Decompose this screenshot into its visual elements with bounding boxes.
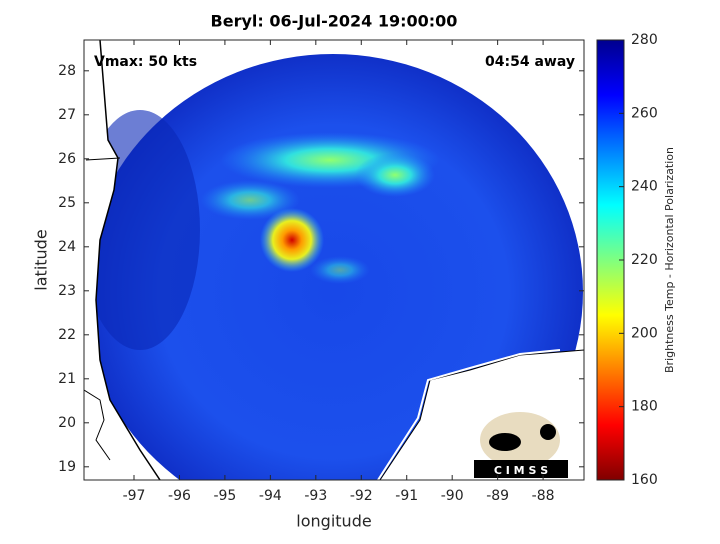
logo-tower bbox=[540, 424, 556, 440]
land bbox=[84, 90, 160, 480]
x-tick-label: -96 bbox=[168, 488, 191, 504]
colorbar-tick-label: 160 bbox=[631, 472, 658, 488]
y-tick-label: 22 bbox=[58, 327, 76, 343]
colorbar-tick-label: 240 bbox=[631, 179, 658, 195]
annotation: Vmax: 50 kts bbox=[94, 54, 197, 70]
rainband bbox=[355, 153, 435, 197]
y-tick-label: 26 bbox=[58, 151, 76, 167]
colorbar-label: Brightness Temp - Horizontal Polarizatio… bbox=[663, 147, 676, 373]
y-tick-label: 24 bbox=[58, 239, 76, 255]
satellite-image: C I M S S bbox=[84, 40, 584, 480]
colorbar-tick-label: 260 bbox=[631, 105, 658, 121]
logo-dish bbox=[489, 433, 521, 451]
y-tick-label: 28 bbox=[58, 63, 76, 79]
colorbar-tick-label: 220 bbox=[631, 252, 658, 268]
annotation: 04:54 away bbox=[485, 54, 575, 70]
x-tick-label: -93 bbox=[304, 488, 327, 504]
eyewall bbox=[260, 208, 324, 272]
plot-frame bbox=[83, 39, 585, 481]
colorbar-tick-label: 180 bbox=[631, 399, 658, 415]
y-tick-label: 23 bbox=[58, 283, 76, 299]
rainband bbox=[310, 256, 370, 284]
y-axis-label: latitude bbox=[32, 229, 51, 290]
x-tick-label: -90 bbox=[441, 488, 464, 504]
rainband bbox=[200, 180, 300, 220]
y-tick-label: 20 bbox=[58, 415, 76, 431]
coastline bbox=[377, 349, 561, 480]
x-tick-label: -94 bbox=[259, 488, 282, 504]
colorbar-tick-label: 200 bbox=[631, 325, 658, 341]
y-tick-label: 25 bbox=[58, 195, 76, 211]
x-axis-label: longitude bbox=[296, 512, 371, 531]
logo-band bbox=[474, 460, 568, 478]
logo-text: C I M S S bbox=[494, 464, 548, 477]
chart-title: Beryl: 06-Jul-2024 19:00:00 bbox=[211, 12, 458, 31]
x-tick-label: -95 bbox=[213, 488, 236, 504]
y-tick-label: 21 bbox=[58, 371, 76, 387]
colorbar-tick-label: 280 bbox=[631, 32, 658, 48]
x-tick-label: -88 bbox=[532, 488, 555, 504]
y-tick-label: 27 bbox=[58, 107, 76, 123]
x-tick-label: -97 bbox=[123, 488, 146, 504]
x-tick-label: -89 bbox=[486, 488, 509, 504]
x-tick-label: -91 bbox=[395, 488, 418, 504]
x-tick-label: -92 bbox=[350, 488, 373, 504]
logo: C I M S S bbox=[474, 412, 568, 478]
coastline bbox=[95, 40, 161, 480]
y-tick-label: 19 bbox=[58, 459, 76, 475]
